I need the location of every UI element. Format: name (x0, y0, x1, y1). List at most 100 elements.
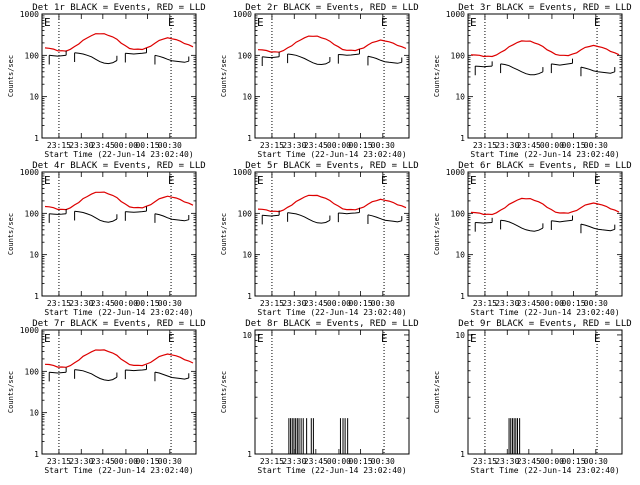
x-tick-label: 00:15 (135, 141, 159, 150)
x-tick-label: 23:15 (260, 457, 284, 466)
y-axis-label: Counts/sec (220, 55, 228, 97)
x-tick-label: 23:30 (282, 457, 306, 466)
y-tick-label: 10 (455, 331, 465, 340)
flag-marker: E (44, 16, 51, 29)
series-lld-line (44, 349, 194, 368)
x-tick-label: 00:00 (540, 457, 564, 466)
x-tick-label: 00:00 (327, 141, 351, 150)
series-events-segment (262, 214, 280, 217)
y-tick-label: 10 (455, 93, 465, 102)
panel-title: Det 9r BLACK = Events, RED = LLD (458, 319, 631, 329)
x-tick-label: 00:15 (348, 141, 372, 150)
series-events-segment (49, 371, 67, 374)
series-events-segment (580, 223, 615, 232)
y-axis-label: Counts/sec (220, 371, 228, 413)
x-tick-label: 00:00 (540, 141, 564, 150)
flag-marker: E (594, 174, 601, 187)
y-tick-label: 10 (29, 409, 39, 418)
plot-frame (254, 171, 410, 297)
y-axis-label: Counts/sec (7, 371, 15, 413)
x-tick-label: 00:30 (158, 299, 182, 308)
x-tick-label: 23:45 (304, 457, 328, 466)
panel-title: Det 3r BLACK = Events, RED = LLD (458, 3, 631, 13)
x-tick-label: 00:30 (371, 299, 395, 308)
series-events-segment (338, 212, 360, 215)
series-events-segment (74, 369, 118, 382)
series-lld-line (44, 33, 194, 52)
x-tick-label: 23:45 (517, 299, 541, 308)
x-tick-label: 00:30 (158, 141, 182, 150)
flag-marker: E (257, 16, 264, 29)
x-tick-label: 23:15 (260, 299, 284, 308)
y-axis-label: Counts/sec (7, 213, 15, 255)
plot-frame (467, 171, 623, 297)
x-tick-label: 23:45 (91, 141, 115, 150)
y-tick-label: 1 (34, 134, 39, 143)
series-lld-line (257, 194, 407, 213)
y-tick-label: 100 (25, 209, 40, 218)
series-events-segment (551, 219, 573, 223)
series-events-segment (500, 219, 544, 232)
series-events-segment (262, 56, 280, 59)
series-lld-line (470, 40, 620, 58)
series-events-segment (125, 369, 147, 372)
chart-panel-5: Det 5r BLACK = Events, RED = LLD 1 10 100 10… (220, 161, 419, 317)
x-axis-label: Start Time (22-Jun-14 23:02:40) (44, 466, 193, 475)
panel-title: Det 2r BLACK = Events, RED = LLD (245, 3, 418, 13)
y-tick-label: 10 (455, 251, 465, 260)
y-axis-label: Counts/sec (433, 371, 441, 413)
x-tick-label: 00:00 (114, 299, 138, 308)
x-tick-label: 23:45 (91, 457, 115, 466)
series-events-segment (49, 54, 67, 57)
flag-marker: E (594, 16, 601, 29)
series-events-segment (49, 213, 67, 215)
y-axis-label: Counts/sec (433, 213, 441, 255)
y-tick-label: 10 (242, 251, 252, 260)
x-tick-label: 00:15 (561, 141, 585, 150)
y-tick-label: 100 (238, 209, 253, 218)
flag-marker: E (44, 332, 51, 345)
x-tick-label: 23:30 (282, 299, 306, 308)
x-axis-label: Start Time (22-Jun-14 23:02:40) (44, 308, 193, 317)
x-tick-label: 00:15 (561, 299, 585, 308)
x-tick-label: 23:45 (517, 141, 541, 150)
series-events-segment (338, 53, 360, 56)
y-tick-label: 100 (25, 51, 40, 60)
y-tick-label: 100 (451, 209, 466, 218)
flag-marker: E (381, 174, 388, 187)
x-tick-label: 23:15 (47, 141, 71, 150)
x-axis-label: Start Time (22-Jun-14 23:02:40) (257, 150, 406, 159)
flag-marker: E (381, 16, 388, 29)
x-tick-label: 00:00 (327, 457, 351, 466)
y-tick-label: 1000 (446, 168, 465, 177)
chart-panel-1: Det 1r BLACK = Events, RED = LLD 1 10 100 10… (7, 3, 206, 159)
x-tick-label: 23:15 (473, 299, 497, 308)
y-tick-label: 1 (247, 450, 252, 459)
flag-marker: E (470, 332, 477, 345)
series-lld-line (470, 197, 620, 216)
x-tick-label: 23:45 (304, 141, 328, 150)
series-events-segment (500, 63, 544, 76)
y-tick-label: 100 (25, 367, 40, 376)
x-tick-label: 00:00 (114, 141, 138, 150)
plot-frame (41, 329, 197, 455)
series-events-segment (287, 53, 331, 66)
series-events-segment (367, 214, 402, 223)
series-events-segment (154, 213, 189, 222)
y-tick-label: 1 (460, 450, 465, 459)
y-axis-label: Counts/sec (433, 55, 441, 97)
x-tick-label: 00:30 (584, 141, 608, 150)
plot-frame (254, 13, 410, 139)
series-events-segment (475, 65, 493, 68)
x-tick-label: 00:00 (540, 299, 564, 308)
chart-panel-3: Det 3r BLACK = Events, RED = LLD 1 10 100 10… (433, 3, 632, 159)
flag-marker: E (470, 174, 477, 187)
y-tick-label: 1 (34, 292, 39, 301)
x-tick-label: 23:45 (304, 299, 328, 308)
x-axis-label: Start Time (22-Jun-14 23:02:40) (470, 308, 619, 317)
y-tick-label: 10 (29, 93, 39, 102)
y-tick-label: 1000 (20, 168, 39, 177)
x-tick-label: 23:30 (495, 299, 519, 308)
x-tick-label: 00:15 (135, 299, 159, 308)
